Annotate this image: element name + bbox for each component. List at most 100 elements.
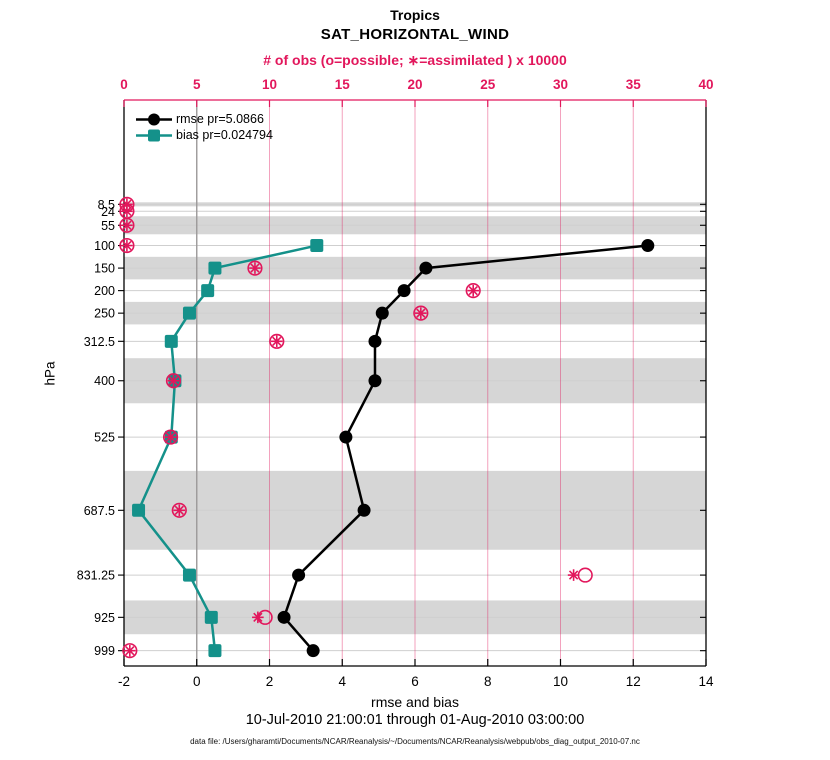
legend-item-label: rmse pr=5.0866 xyxy=(176,112,264,126)
obs-assimilated-marker xyxy=(249,262,261,274)
obs-axis-label: # of obs (o=possible; ∗=assimilated ) x … xyxy=(263,52,567,68)
asterisk-spoke xyxy=(568,570,579,580)
asterisk-spoke xyxy=(165,432,176,442)
legend-item: rmse pr=5.0866 xyxy=(136,111,273,127)
obs-possible-marker xyxy=(119,237,135,254)
level-label: 8.5 xyxy=(98,198,115,212)
bias-marker xyxy=(201,284,215,298)
asterisk-spoke xyxy=(122,240,132,251)
top-tick-label: 25 xyxy=(480,77,496,92)
obs-assimilated-marker xyxy=(567,569,580,581)
legend-item-label: bias pr=0.024794 xyxy=(176,128,273,142)
rmse-marker xyxy=(419,261,433,275)
obs-possible-marker xyxy=(413,305,429,321)
level-label: 200 xyxy=(94,284,115,298)
bias-marker xyxy=(208,261,222,275)
level-label: 100 xyxy=(94,239,115,253)
legend-item: bias pr=0.024794 xyxy=(136,127,273,143)
top-tick-label: 10 xyxy=(262,77,277,92)
level-label: 525 xyxy=(94,431,115,445)
bias-marker xyxy=(204,610,218,624)
obs-assimilated-marker xyxy=(121,239,133,252)
level-label: 150 xyxy=(94,262,115,276)
obs-assimilated-marker xyxy=(121,219,133,232)
rmse-marker xyxy=(375,306,389,320)
level-label: 999 xyxy=(94,644,115,658)
level-label: 831.25 xyxy=(77,569,115,583)
asterisk-spoke xyxy=(253,612,263,622)
rmse-marker xyxy=(397,284,411,298)
asterisk-spoke xyxy=(468,285,478,296)
top-tick-label: 0 xyxy=(120,77,128,92)
top-tick-label: 35 xyxy=(626,77,642,92)
level-label: 250 xyxy=(94,307,115,321)
region-title: Tropics xyxy=(390,7,440,23)
obs-possible-marker xyxy=(465,283,481,299)
bias-marker xyxy=(132,503,146,517)
asterisk-spoke xyxy=(125,646,135,656)
asterisk-spoke xyxy=(122,206,132,216)
bottom-tick-label: 6 xyxy=(411,674,419,689)
data-file-note: data file: /Users/gharamti/Documents/NCA… xyxy=(190,737,640,746)
asterisk-spoke xyxy=(272,336,282,346)
bottom-tick-label: 8 xyxy=(484,674,492,689)
obs-assimilated-marker xyxy=(121,205,133,218)
bottom-tick-label: 4 xyxy=(338,674,346,689)
asterisk-spoke xyxy=(122,220,132,230)
bottom-tick-label: 0 xyxy=(193,674,201,689)
obs-possible-marker xyxy=(171,502,187,518)
bottom-tick-label: 2 xyxy=(266,674,274,689)
level-label: 55 xyxy=(101,219,115,233)
obs-assimilated-marker xyxy=(467,284,479,297)
top-tick-label: 40 xyxy=(698,77,713,92)
legend-marker-swatch xyxy=(136,113,172,125)
obs-assimilated-marker xyxy=(415,307,427,319)
bottom-tick-label: 12 xyxy=(626,674,641,689)
rmse-marker xyxy=(306,644,320,658)
bias-marker xyxy=(182,568,196,582)
obs-assimilated-marker xyxy=(167,374,180,387)
obs-possible-marker xyxy=(162,429,179,445)
rmse-marker xyxy=(339,430,353,444)
obs-possible-marker xyxy=(119,217,135,233)
asterisk-spoke xyxy=(168,376,179,386)
bottom-tick-label: 10 xyxy=(553,674,568,689)
date-range-subtitle: 10-Jul-2010 21:00:01 through 01-Aug-2010… xyxy=(245,712,585,728)
obs-assimilated-marker xyxy=(164,431,177,443)
rmse-marker xyxy=(641,239,655,253)
bias-marker xyxy=(164,334,178,348)
bias-marker xyxy=(310,239,324,253)
obs-possible-marker xyxy=(247,260,263,276)
top-tick-label: 30 xyxy=(553,77,568,92)
top-tick-label: 20 xyxy=(407,77,422,92)
rmse-marker xyxy=(292,568,306,582)
level-label: 925 xyxy=(94,611,115,625)
obs-assimilated-marker xyxy=(252,611,264,624)
bias-marker xyxy=(182,306,196,320)
rmse-marker xyxy=(368,374,382,388)
x-axis-label: rmse and bias xyxy=(371,694,459,710)
obs-assimilated-marker xyxy=(270,335,283,348)
asterisk-spoke xyxy=(250,263,260,273)
variable-title: SAT_HORIZONTAL_WIND xyxy=(320,26,510,43)
bottom-tick-label: -2 xyxy=(118,674,130,689)
legend-circle-marker xyxy=(148,113,160,125)
asterisk-spoke xyxy=(416,308,426,318)
top-tick-label: 5 xyxy=(193,77,201,92)
level-label: 400 xyxy=(94,374,115,388)
asterisk-spoke xyxy=(174,505,184,515)
legend-marker-swatch xyxy=(136,129,172,141)
rmse-marker xyxy=(277,610,291,624)
obs-possible-marker xyxy=(269,333,285,349)
obs-assimilated-marker xyxy=(173,504,186,517)
obs-possible-marker xyxy=(122,643,138,659)
top-tick-label: 15 xyxy=(335,77,351,92)
bottom-tick-label: 14 xyxy=(698,674,714,689)
rmse-marker xyxy=(357,503,371,517)
bias-marker xyxy=(208,644,222,658)
level-label: 687.5 xyxy=(84,504,115,518)
level-label: 24 xyxy=(101,205,115,219)
level-label: 312.5 xyxy=(84,335,115,349)
